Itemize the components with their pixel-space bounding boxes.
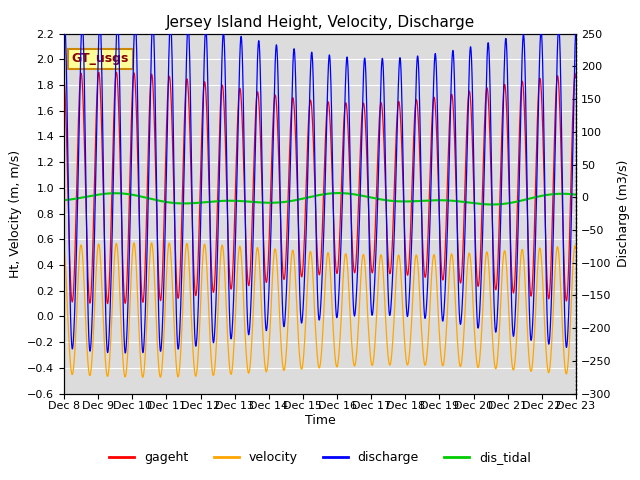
X-axis label: Time: Time	[305, 414, 335, 427]
Legend: gageht, velocity, discharge, dis_tidal: gageht, velocity, discharge, dis_tidal	[104, 446, 536, 469]
Text: GT_usgs: GT_usgs	[72, 52, 129, 65]
Y-axis label: Discharge (m3/s): Discharge (m3/s)	[617, 160, 630, 267]
Y-axis label: Ht, Velocity (m, m/s): Ht, Velocity (m, m/s)	[8, 150, 22, 277]
Title: Jersey Island Height, Velocity, Discharge: Jersey Island Height, Velocity, Discharg…	[165, 15, 475, 30]
